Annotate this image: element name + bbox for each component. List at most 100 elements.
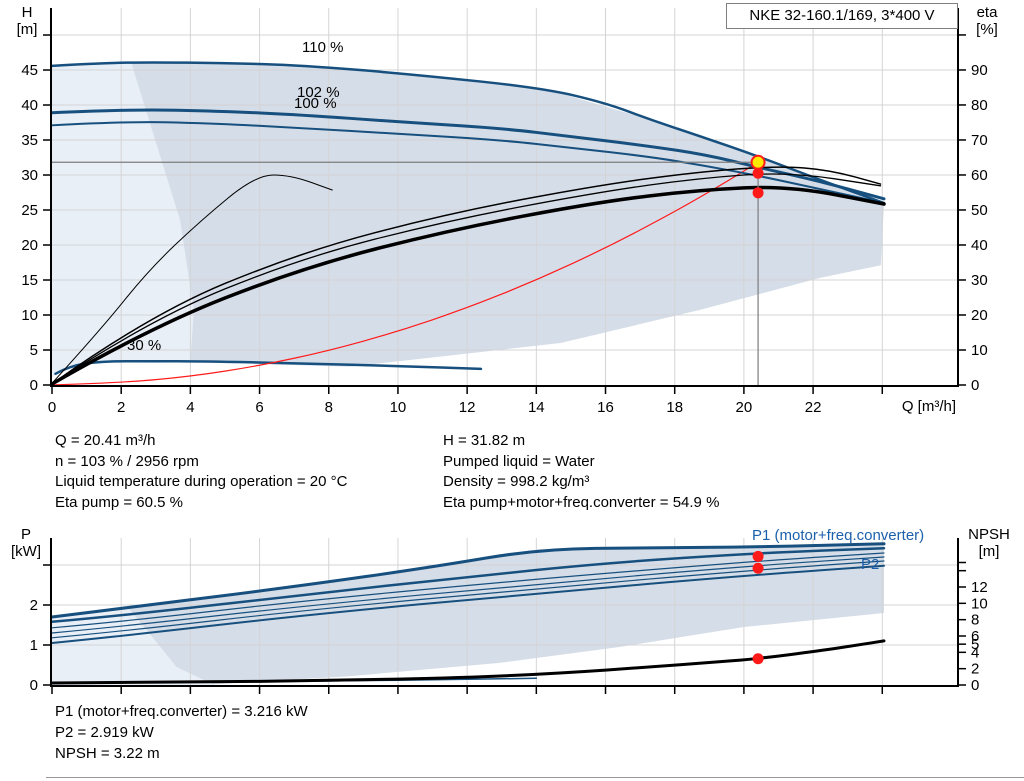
svg-text:40: 40: [21, 97, 38, 114]
svg-text:4: 4: [971, 644, 979, 661]
duty-point: [750, 154, 766, 170]
pump-model-title: NKE 32-160.1/169, 3*400 V: [726, 3, 958, 29]
npsh-axis-label-line1: NPSH: [968, 526, 1010, 543]
h-axis-label-line2: [m]: [16, 21, 38, 38]
svg-text:15: 15: [21, 272, 38, 289]
svg-text:2: 2: [971, 661, 979, 678]
p1-curve-2: [50, 546, 886, 624]
npsh-axis-label: NPSH [m]: [956, 526, 1022, 560]
p1-point: [752, 550, 764, 562]
svg-text:10: 10: [21, 307, 38, 324]
info-line: Eta pump+motor+freq.converter = 54.9 %: [443, 493, 720, 511]
p1-curve-5: [51, 560, 885, 639]
eta-reduced-speed-arc: [51, 174, 333, 384]
svg-text:25: 25: [21, 202, 38, 219]
svg-text:50: 50: [971, 202, 988, 219]
svg-text:80: 80: [971, 97, 988, 114]
system-curve: [51, 161, 759, 386]
p-axis-label-line2: [kW]: [11, 543, 41, 560]
label-speed-100: 100 %: [294, 95, 337, 112]
info-line: P1 (motor+freq.converter) = 3.216 kW: [55, 703, 308, 720]
svg-text:16: 16: [597, 399, 614, 416]
svg-text:20: 20: [736, 399, 753, 416]
svg-text:1: 1: [30, 637, 38, 654]
svg-text:0: 0: [48, 399, 56, 416]
power-envelope: [121, 543, 885, 685]
svg-text:10: 10: [390, 399, 407, 416]
info-line: Pumped liquid = Water: [443, 452, 595, 470]
svg-text:10: 10: [971, 595, 988, 612]
info-line: H = 31.82 m: [443, 432, 526, 449]
svg-text:30: 30: [21, 167, 38, 184]
eta-axis-label-line1: eta: [976, 4, 998, 21]
eta-pump-point: [752, 167, 764, 179]
label-p2-curve: P2: [861, 556, 880, 573]
svg-text:70: 70: [971, 132, 988, 149]
p1-curve-3: [51, 552, 885, 629]
svg-text:40: 40: [971, 237, 988, 254]
p2-curve: [51, 556, 885, 634]
svg-text:2: 2: [117, 399, 125, 416]
svg-text:20: 20: [971, 307, 988, 324]
svg-text:8: 8: [325, 399, 333, 416]
info-line: Q = 20.41 m³/h: [55, 432, 156, 449]
eta-axis-label-line2: [%]: [976, 21, 998, 38]
duty-info-right: H = 31.82 m Pumped liquid = Water Densit…: [443, 431, 719, 513]
npsh-axis-label-line2: [m]: [978, 543, 1000, 560]
svg-text:90: 90: [971, 62, 988, 79]
svg-text:60: 60: [971, 167, 988, 184]
svg-text:2: 2: [30, 597, 38, 614]
speed-100pct-head-curve: [51, 121, 886, 205]
svg-text:8: 8: [971, 612, 979, 629]
svg-text:0: 0: [30, 677, 38, 694]
info-line: Liquid temperature during operation = 20…: [55, 473, 348, 490]
svg-text:18: 18: [666, 399, 683, 416]
speed-102pct-head-curve: [50, 108, 886, 201]
info-line: NPSH = 3.22 m: [55, 745, 160, 762]
label-speed-30: 30 %: [127, 337, 162, 354]
info-line: Density = 998.2 kg/m³: [443, 473, 590, 490]
svg-text:5: 5: [30, 342, 38, 359]
p1-curve-6: [51, 564, 886, 644]
p-axis-label-line1: P: [20, 526, 31, 543]
power-low-flow-area: [52, 607, 215, 685]
power-info: P1 (motor+freq.converter) = 3.216 kW P2 …: [55, 701, 308, 764]
bottom-divider: [46, 777, 1024, 778]
low-flow-area: [52, 63, 194, 379]
svg-text:12: 12: [459, 399, 476, 416]
label-speed-110: 110 %: [302, 39, 344, 56]
label-speed-102: 102 %: [297, 84, 340, 101]
svg-text:4: 4: [186, 399, 194, 416]
eta-pump-curve-a: [51, 166, 882, 385]
eta-total-point: [752, 187, 764, 199]
info-line: Eta pump = 60.5 %: [55, 493, 183, 511]
npsh-curve: [50, 639, 886, 685]
q-axis-label: Q [m³/h]: [901, 398, 956, 415]
svg-text:20: 20: [21, 237, 38, 254]
npsh-point: [752, 653, 764, 665]
eta-pump-curve-b: [51, 173, 882, 385]
eta-total-curve: [50, 185, 886, 386]
h-axis-label-line1: H: [21, 4, 33, 21]
duty-info-left: Q = 20.41 m³/h n = 103 % / 2956 rpm Liqu…: [55, 431, 347, 513]
svg-text:12: 12: [971, 579, 988, 596]
label-p1-curve: P1 (motor+freq.converter): [752, 527, 925, 544]
svg-text:6: 6: [255, 399, 263, 416]
p-axis-label: P [kW]: [2, 526, 50, 560]
svg-text:0: 0: [30, 377, 38, 394]
svg-text:10: 10: [971, 342, 988, 359]
svg-text:6: 6: [971, 628, 979, 645]
svg-text:22: 22: [805, 399, 822, 416]
eta-axis-label: eta [%]: [962, 4, 1012, 38]
info-line: P2 = 2.919 kW: [55, 724, 154, 741]
svg-text:0: 0: [971, 677, 979, 694]
p1-max-speed-curve: [50, 542, 886, 619]
svg-text:30: 30: [971, 272, 988, 289]
svg-text:45: 45: [21, 62, 38, 79]
svg-text:5: 5: [971, 636, 979, 653]
info-line: n = 103 % / 2956 rpm: [55, 452, 199, 470]
svg-text:35: 35: [21, 132, 38, 149]
p2-point: [752, 562, 764, 574]
